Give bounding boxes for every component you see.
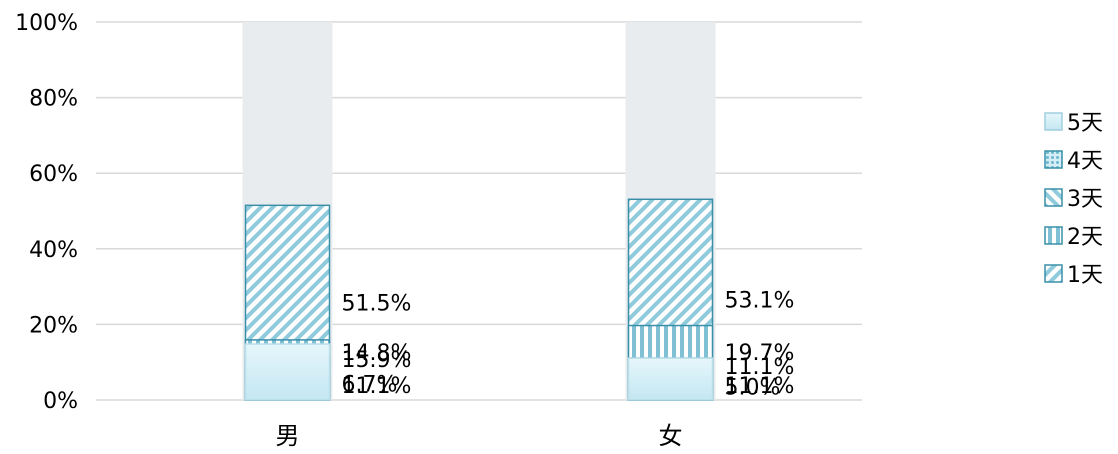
data-label: 5.0% xyxy=(725,376,781,401)
x-tick-label: 女 xyxy=(659,422,683,450)
legend-label: 3天 xyxy=(1067,187,1103,212)
data-label: 53.1% xyxy=(725,289,795,314)
x-tick-label: 男 xyxy=(276,422,300,450)
data-label: 19.7% xyxy=(725,341,795,366)
legend-label: 4天 xyxy=(1067,149,1103,174)
legend-swatch xyxy=(1044,150,1063,169)
gridlines xyxy=(96,21,862,401)
bar-segment xyxy=(627,357,714,401)
y-tick-label: 0% xyxy=(43,389,78,414)
legend-swatch xyxy=(1044,188,1063,207)
data-label: 11.1% xyxy=(725,355,795,380)
legend-label: 2天 xyxy=(1067,225,1103,250)
data-label: 11.1% xyxy=(342,374,412,399)
y-tick-label: 40% xyxy=(29,238,78,263)
legend-swatch xyxy=(1044,264,1063,283)
data-label: 6.7% xyxy=(342,372,398,397)
legend-swatch xyxy=(1044,112,1063,131)
x-axis: 男女 xyxy=(276,422,683,450)
y-tick-label: 60% xyxy=(29,162,78,187)
bar-segment xyxy=(244,343,331,401)
legend-swatch xyxy=(1044,226,1063,245)
y-tick-label: 20% xyxy=(29,313,78,338)
legend-label: 1天 xyxy=(1067,263,1103,288)
legend: 5天 4天 3天 2天 1天 xyxy=(1044,111,1103,288)
data-labels: 51.5%15.9%11.1%6.7%14.8%53.1%19.7%11.1%5… xyxy=(342,289,795,401)
data-label: 15.9% xyxy=(342,348,412,373)
y-axis: 0% 20% 40% 60% 80% 100% xyxy=(15,11,78,414)
data-label: 14.8% xyxy=(342,341,412,366)
legend-label: 5天 xyxy=(1067,111,1103,136)
bars xyxy=(242,22,716,401)
data-label: 51.5% xyxy=(342,292,412,317)
data-label: 11.1% xyxy=(725,374,795,399)
y-tick-label: 100% xyxy=(15,11,78,36)
y-tick-label: 80% xyxy=(29,87,78,112)
